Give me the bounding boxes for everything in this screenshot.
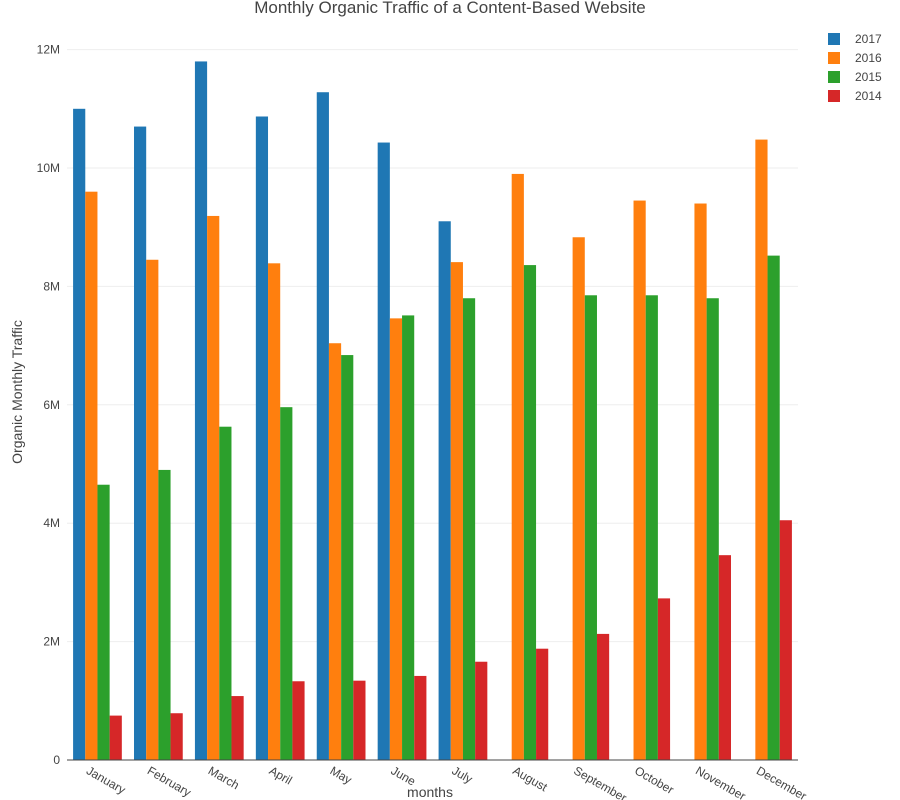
bar-2016-december[interactable]	[755, 139, 768, 761]
legend-item-2017[interactable]: 2017	[828, 32, 882, 46]
x-tick-label: May	[328, 763, 355, 786]
y-tick-label: 2M	[43, 635, 60, 649]
y-tick-label: 10M	[37, 161, 60, 175]
bar-2014-september[interactable]	[596, 633, 610, 760]
bar-2014-august[interactable]	[536, 648, 549, 760]
bar-2016-august[interactable]	[511, 173, 524, 761]
bar-2015-may[interactable]	[341, 355, 354, 760]
x-tick-label: September	[571, 763, 629, 800]
bar-2017-january[interactable]	[73, 108, 86, 761]
bar-2014-november[interactable]	[718, 555, 731, 760]
legend-swatch	[828, 52, 840, 64]
legend-label: 2014	[855, 89, 882, 103]
bar-2017-april[interactable]	[255, 116, 269, 761]
bar-2016-january[interactable]	[85, 191, 98, 760]
bar-2016-may[interactable]	[328, 343, 342, 760]
y-axis-title: Organic Monthly Traffic	[9, 320, 25, 464]
legend-item-2016[interactable]: 2016	[828, 51, 882, 65]
bar-2016-september[interactable]	[572, 237, 585, 760]
bar-2015-june[interactable]	[402, 315, 415, 760]
legend-label: 2015	[855, 70, 882, 84]
x-tick-label: January	[84, 763, 128, 796]
bar-2017-july[interactable]	[438, 221, 451, 760]
y-tick-label: 0	[53, 753, 60, 767]
bar-2014-july[interactable]	[475, 661, 488, 760]
bar-2017-may[interactable]	[316, 92, 329, 760]
y-tick-label: 8M	[43, 279, 60, 293]
bar-2016-july[interactable]	[450, 262, 463, 760]
bar-2016-march[interactable]	[207, 215, 220, 760]
bar-2014-february[interactable]	[170, 713, 183, 760]
bar-2014-december[interactable]	[779, 520, 792, 760]
bar-2015-september[interactable]	[584, 295, 597, 760]
x-tick-label: November	[693, 763, 748, 800]
legend[interactable]: 2017 2016 2015 2014	[828, 32, 882, 103]
bar-2015-august[interactable]	[523, 265, 537, 760]
bar-2015-april[interactable]	[280, 407, 293, 760]
bars	[73, 61, 792, 761]
legend-label: 2016	[855, 51, 882, 65]
legend-swatch	[828, 33, 840, 45]
x-tick-label: August	[510, 763, 550, 794]
bar-2014-october[interactable]	[657, 598, 671, 760]
x-tick-label: December	[754, 763, 809, 800]
x-tick-label: October	[632, 763, 676, 796]
bar-2014-june[interactable]	[414, 675, 427, 760]
bar-2014-may[interactable]	[353, 680, 366, 760]
bar-2016-june[interactable]	[389, 318, 403, 760]
bar-2015-december[interactable]	[767, 255, 780, 760]
legend-item-2015[interactable]: 2015	[828, 70, 882, 84]
bar-2015-march[interactable]	[219, 426, 232, 760]
legend-swatch	[828, 71, 840, 83]
bar-2017-june[interactable]	[377, 142, 390, 760]
bar-2017-march[interactable]	[194, 61, 208, 760]
bar-2015-november[interactable]	[706, 298, 719, 760]
gridlines	[67, 49, 798, 643]
bar-2014-january[interactable]	[109, 715, 122, 760]
bar-2015-january[interactable]	[97, 484, 110, 760]
legend-label: 2017	[855, 32, 882, 46]
legend-item-2014[interactable]: 2014	[828, 89, 882, 103]
bar-2014-april[interactable]	[292, 681, 305, 760]
legend-swatch	[828, 90, 840, 102]
bar-2015-october[interactable]	[645, 295, 658, 760]
bar-2016-april[interactable]	[268, 263, 281, 760]
x-tick-label: July	[449, 763, 474, 786]
y-tick-label: 4M	[43, 516, 60, 530]
bar-2014-march[interactable]	[231, 696, 244, 760]
x-axis-title: months	[407, 784, 453, 800]
bar-2017-february[interactable]	[134, 126, 147, 760]
bar-2016-february[interactable]	[146, 259, 159, 760]
chart-title: Monthly Organic Traffic of a Content-Bas…	[254, 0, 646, 17]
bar-2016-october[interactable]	[633, 200, 646, 760]
x-tick-label: April	[267, 763, 295, 787]
y-tick-label: 12M	[37, 43, 60, 57]
bar-2015-july[interactable]	[462, 298, 476, 760]
x-tick-label: March	[206, 763, 242, 792]
bar-2015-february[interactable]	[158, 469, 171, 760]
y-axis-ticks: 0 2M 4M 6M 8M 10M 12M	[37, 43, 61, 767]
x-tick-label: February	[145, 763, 194, 799]
y-tick-label: 6M	[43, 398, 60, 412]
bar-2016-november[interactable]	[694, 203, 707, 760]
